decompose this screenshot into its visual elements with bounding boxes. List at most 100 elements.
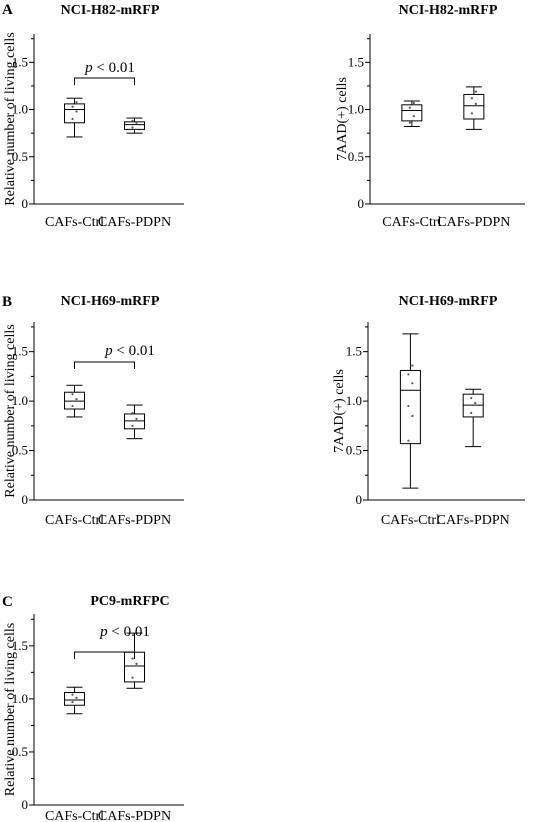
y-axis-label: Relative number of living cells bbox=[3, 32, 18, 205]
data-point bbox=[412, 101, 415, 105]
data-point bbox=[470, 411, 473, 415]
box-cafs-pdpn bbox=[124, 404, 145, 440]
box-cafs-pdpn bbox=[463, 86, 485, 130]
x-category-label: CAFs-PDPN bbox=[437, 513, 510, 528]
data-point bbox=[411, 364, 414, 367]
y-tick-label: 1.5 bbox=[12, 638, 28, 653]
data-point bbox=[71, 693, 74, 696]
y-tick-label: 0.5 bbox=[12, 744, 28, 759]
y-axis-label: 7AAD(+) cells bbox=[332, 369, 347, 453]
data-point bbox=[71, 393, 74, 396]
x-category-label: CAFs-Ctrl bbox=[45, 809, 104, 822]
iqr-box bbox=[64, 103, 85, 124]
chart-title: NCI-H69-mRFP bbox=[61, 294, 160, 309]
chart-title: NCI-H82-mRFP bbox=[399, 3, 498, 18]
x-category-label: CAFs-Ctrl bbox=[45, 513, 104, 528]
y-tick-label: 1.5 bbox=[12, 54, 28, 69]
p-value-label: p < 0.01 bbox=[104, 343, 155, 359]
y-tick-label: 1.0 bbox=[348, 102, 364, 117]
data-point bbox=[407, 404, 410, 408]
box-cafs-pdpn bbox=[124, 632, 145, 689]
y-tick-label: 1.0 bbox=[12, 691, 28, 706]
data-point bbox=[71, 117, 74, 121]
x-category-label: CAFs-PDPN bbox=[98, 513, 171, 528]
data-point bbox=[407, 373, 410, 376]
box-cafs-ctrl bbox=[399, 333, 421, 489]
x-category-label: CAFs-PDPN bbox=[437, 215, 510, 230]
data-point bbox=[407, 439, 410, 442]
data-point bbox=[135, 417, 138, 421]
data-point bbox=[474, 102, 477, 105]
data-point bbox=[135, 121, 138, 124]
data-point bbox=[75, 398, 78, 401]
chart-title: NCI-H69-mRFP bbox=[399, 294, 498, 309]
x-category-label: CAFs-PDPN bbox=[98, 809, 171, 822]
y-tick-label: 0 bbox=[358, 196, 365, 211]
y-tick-label: 0 bbox=[22, 492, 29, 507]
chart-h82-7aad: NCI-H82-mRFP 0 0.5 1.0 1.5 7AAD(+) cells CAFs-… bbox=[335, 3, 525, 230]
y-tick-label: 1.5 bbox=[348, 54, 364, 69]
y-tick-label: 1.0 bbox=[12, 102, 28, 117]
data-point bbox=[408, 121, 411, 124]
iqr-box bbox=[64, 692, 85, 706]
data-point bbox=[411, 382, 414, 385]
iqr-box bbox=[401, 104, 423, 122]
x-category-label: CAFs-Ctrl bbox=[382, 215, 441, 230]
panel-letter: C bbox=[2, 594, 13, 610]
data-point bbox=[474, 401, 477, 405]
data-point bbox=[470, 397, 473, 400]
y-axis-label: Relative number of living cells bbox=[3, 324, 18, 497]
y-tick-label: 1.5 bbox=[12, 344, 28, 359]
data-point bbox=[411, 414, 414, 418]
data-point bbox=[75, 110, 78, 113]
significance-bracket bbox=[74, 651, 135, 659]
data-point bbox=[75, 100, 78, 104]
box-cafs-ctrl bbox=[64, 97, 85, 138]
y-tick-label: 0.5 bbox=[12, 149, 28, 164]
data-point bbox=[131, 424, 134, 427]
data-point bbox=[135, 662, 138, 665]
data-point bbox=[474, 90, 477, 93]
panel-letter: A bbox=[2, 2, 13, 18]
data-point bbox=[75, 696, 78, 699]
x-category-label: CAFs-Ctrl bbox=[45, 215, 104, 230]
data-point bbox=[71, 404, 74, 408]
data-point bbox=[131, 119, 134, 122]
data-point bbox=[131, 657, 134, 660]
data-point bbox=[131, 126, 134, 129]
y-tick-label: 1.0 bbox=[12, 393, 28, 408]
box-cafs-pdpn bbox=[124, 117, 145, 134]
data-point bbox=[71, 105, 74, 108]
chart-title: NCI-H82-mRFP bbox=[61, 3, 160, 18]
y-tick-label: 0.5 bbox=[12, 443, 28, 458]
data-point bbox=[131, 411, 134, 415]
iqr-box bbox=[463, 93, 485, 120]
data-point bbox=[71, 700, 74, 704]
chart-h69-7aad: NCI-H69-mRFP 0 0.5 1.0 1.5 7AAD(+) cells CAFs-… bbox=[332, 294, 525, 528]
chart-title: PC9-mRFPC bbox=[90, 594, 169, 609]
data-point bbox=[470, 112, 473, 115]
y-tick-label: 0 bbox=[22, 797, 29, 812]
data-point bbox=[412, 115, 415, 118]
box-cafs-pdpn bbox=[462, 388, 484, 448]
significance-bracket bbox=[74, 77, 135, 85]
box-cafs-ctrl bbox=[64, 384, 85, 418]
significance-bracket bbox=[74, 361, 135, 369]
iqr-box bbox=[399, 369, 421, 445]
y-tick-label: 0.5 bbox=[346, 443, 362, 458]
box-cafs-ctrl bbox=[401, 100, 423, 128]
box-cafs-ctrl bbox=[64, 686, 85, 715]
x-category-label: CAFs-Ctrl bbox=[381, 513, 440, 528]
y-tick-label: 0 bbox=[22, 196, 29, 211]
iqr-box bbox=[124, 121, 145, 130]
y-tick-label: 0 bbox=[356, 492, 363, 507]
x-category-label: CAFs-PDPN bbox=[98, 215, 171, 230]
y-axis-label: 7AAD(+) cells bbox=[335, 77, 350, 161]
data-point bbox=[408, 106, 411, 109]
p-value-label: p < 0.01 bbox=[99, 624, 150, 640]
y-tick-label: 1.5 bbox=[346, 344, 362, 359]
panel-letter: B bbox=[2, 294, 12, 310]
